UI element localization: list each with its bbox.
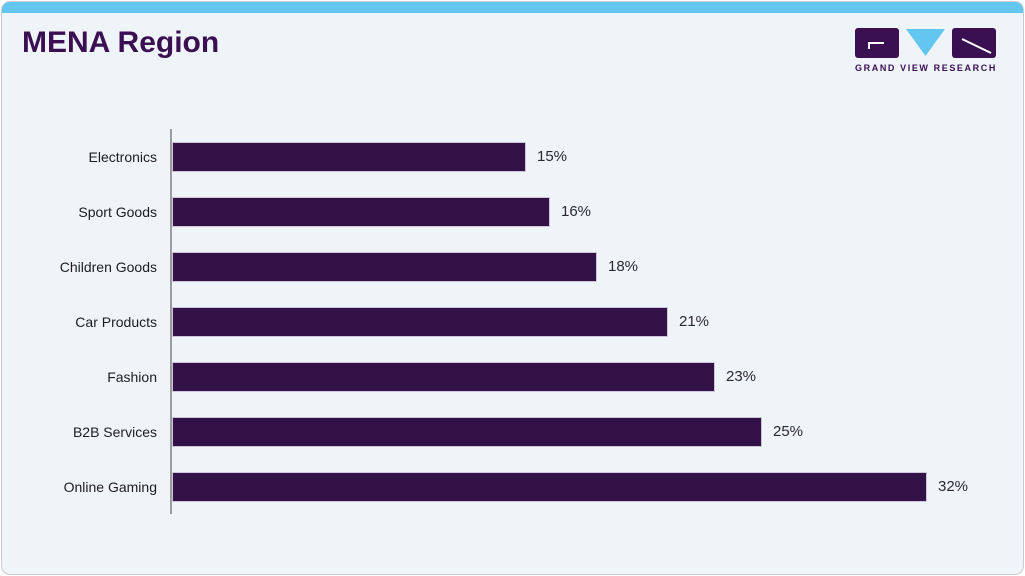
logo-g-glyph [868,42,884,49]
logo-r-glyph [961,38,992,54]
bar [172,251,597,282]
category-label: Fashion [107,368,157,385]
category-label: Car Products [75,313,157,330]
chart-row: Children Goods 18% [2,239,1023,294]
category-label: Online Gaming [63,478,157,495]
chart-row: Fashion 23% [2,349,1023,404]
logo-text: GRAND VIEW RESEARCH [855,63,997,73]
bar [172,141,526,172]
bar-track: 21% [170,294,1023,349]
bar [172,471,927,502]
bar-chart: Electronics 15% Sport Goods 16% Children… [2,129,1023,514]
value-label: 32% [938,478,969,495]
category-label: Children Goods [59,258,157,275]
value-label: 15% [537,148,568,165]
bar-track: 15% [170,129,1023,184]
bar [172,306,668,337]
chart-row: Sport Goods 16% [2,184,1023,239]
page-title: MENA Region [22,26,220,59]
bar-track: 23% [170,349,1023,404]
chart-row: Electronics 15% [2,129,1023,184]
gvr-logo-icon [855,28,996,58]
value-label: 16% [561,203,592,220]
category-label: Sport Goods [78,203,157,220]
category-label: Electronics [88,148,157,165]
accent-top-bar [2,2,1023,13]
chart-row: Online Gaming 32% [2,459,1023,514]
bar [172,361,715,392]
chart-row: B2B Services 25% [2,404,1023,459]
value-label: 18% [608,258,639,275]
value-label: 25% [773,423,804,440]
bar-track: 32% [170,459,1023,514]
bar-track: 16% [170,184,1023,239]
logo-v-triangle [906,29,945,56]
chart-row: Car Products 21% [2,294,1023,349]
bar-track: 18% [170,239,1023,294]
logo-r-block [952,28,996,58]
value-label: 21% [679,313,710,330]
bar-track: 25% [170,404,1023,459]
category-label: B2B Services [72,423,157,440]
grand-view-research-logo: GRAND VIEW RESEARCH [853,28,999,73]
bar [172,196,550,227]
bar [172,416,762,447]
value-label: 23% [726,368,757,385]
